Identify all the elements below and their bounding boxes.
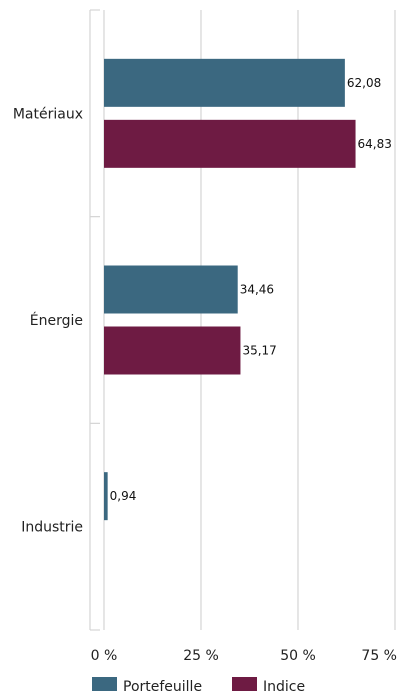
data-label: 35,17 <box>242 344 276 358</box>
bar-portefeuille <box>104 472 108 521</box>
data-label: 64,83 <box>358 137 392 151</box>
x-tick-label: 0 % <box>91 648 118 664</box>
bar-portefeuille <box>104 265 238 314</box>
x-tick-label: 25 % <box>183 648 219 664</box>
x-tick-label: 75 % <box>361 648 397 664</box>
category-label: Matériaux <box>13 106 83 122</box>
bars <box>104 58 356 521</box>
category-axis <box>89 9 100 631</box>
x-tick-labels: 0 % 25 % 50 % 75 % <box>91 648 397 664</box>
gridlines <box>103 10 396 630</box>
data-label: 34,46 <box>240 283 274 297</box>
category-label: Industrie <box>21 520 83 536</box>
legend-label: Portefeuille <box>123 679 202 691</box>
data-label: 0,94 <box>110 489 137 503</box>
data-labels: 62,08 64,83 34,46 35,17 0,94 <box>110 76 392 503</box>
bar-indice <box>104 119 356 168</box>
legend-swatch-portefeuille <box>92 677 117 691</box>
data-label: 62,08 <box>347 76 381 90</box>
x-tick-label: 50 % <box>280 648 316 664</box>
legend-label: Indice <box>263 679 305 691</box>
bar-indice <box>104 326 241 375</box>
category-label: Énergie <box>30 312 83 329</box>
bar-portefeuille <box>104 58 345 107</box>
legend: Portefeuille Indice <box>92 677 305 691</box>
category-labels: Matériaux Énergie Industrie <box>13 106 83 535</box>
legend-swatch-indice <box>232 677 257 691</box>
